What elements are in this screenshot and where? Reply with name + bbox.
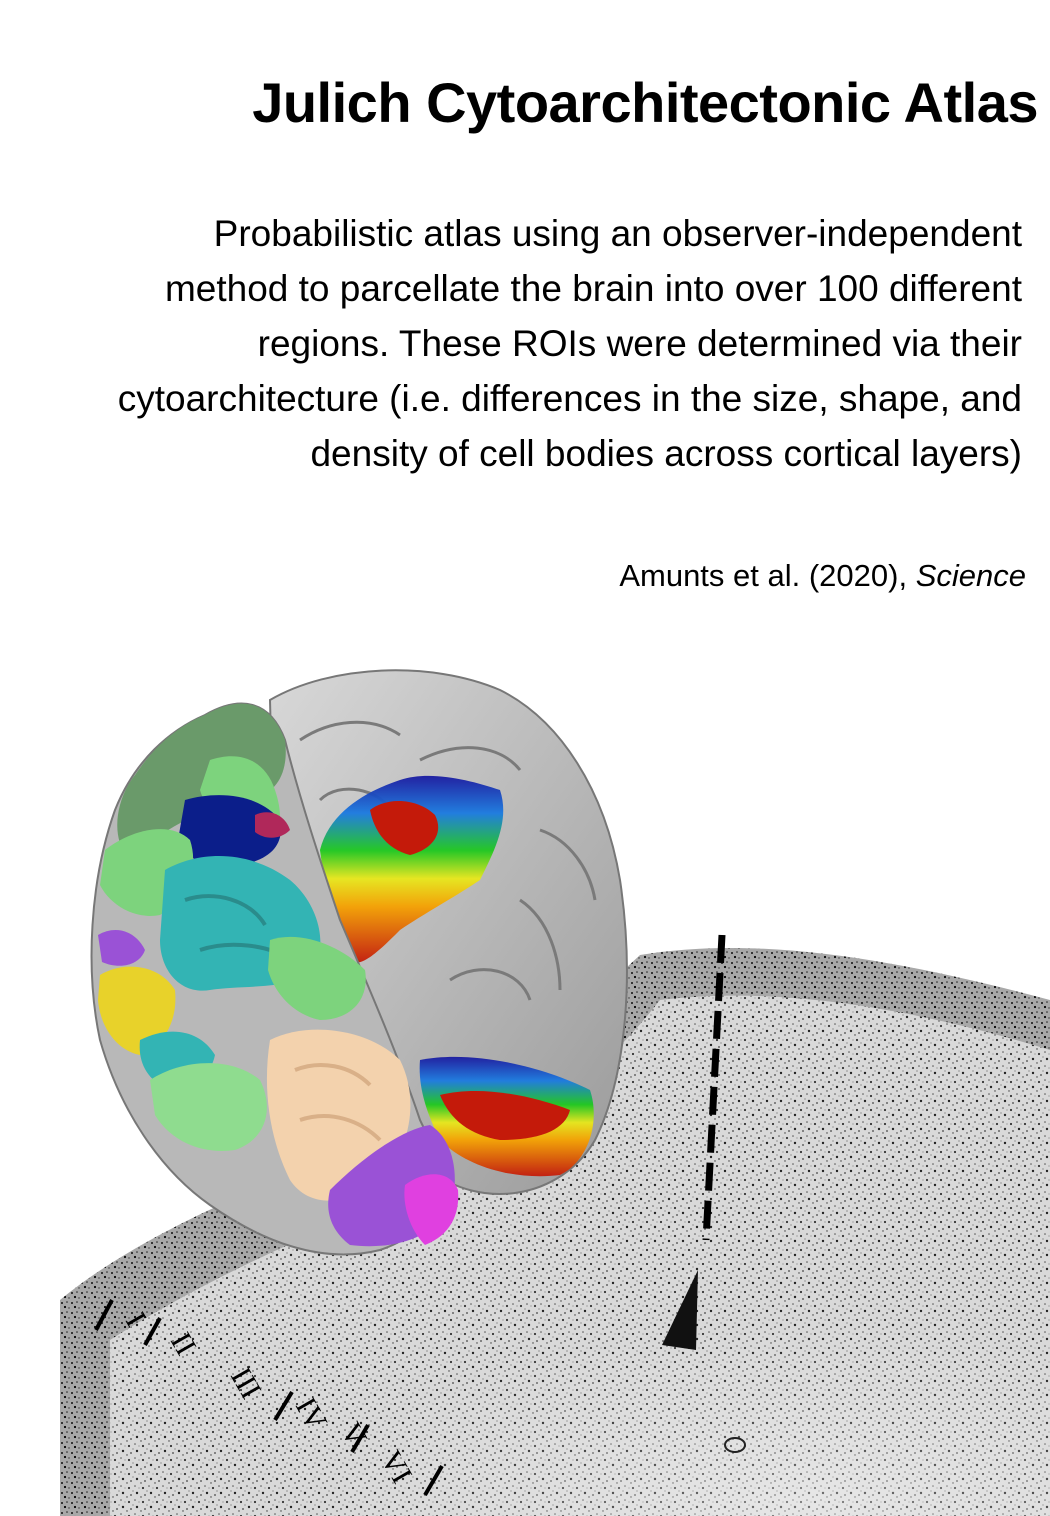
atlas-figure: I II III IV V VI: [60, 669, 1050, 1516]
citation-journal: Science: [915, 558, 1026, 593]
region-purple-small: [98, 930, 145, 966]
description-line: density of cell bodies across cortical l…: [310, 433, 1022, 474]
brain-right-hemisphere: [268, 669, 628, 1195]
region-yellow: [98, 966, 176, 1055]
description-line: method to parcellate the brain into over…: [164, 268, 1022, 309]
cortical-profile-marker: [662, 934, 726, 1350]
citation: Amunts et al. (2020), Science: [619, 558, 1026, 594]
description-line: regions. These ROIs were determined via …: [257, 323, 1022, 364]
brain-left-hemisphere: [90, 702, 459, 1256]
region-green-dark: [117, 703, 286, 860]
description-line: Probabilistic atlas using an observer-in…: [213, 213, 1022, 254]
page-title: Julich Cytoarchitectonic Atlas: [252, 71, 1038, 134]
region-navy: [178, 795, 281, 867]
description-line: cytoarchitecture (i.e. differences in th…: [117, 378, 1022, 419]
histology-section: [60, 947, 1050, 1516]
atlas-description: Probabilistic atlas using an observer-in…: [22, 206, 1022, 481]
citation-authors: Amunts et al. (2020),: [619, 558, 916, 593]
region-magenta: [404, 1174, 459, 1245]
region-green-band: [268, 936, 366, 1020]
probability-map-upper: [320, 775, 504, 963]
region-green-low: [150, 1063, 267, 1151]
